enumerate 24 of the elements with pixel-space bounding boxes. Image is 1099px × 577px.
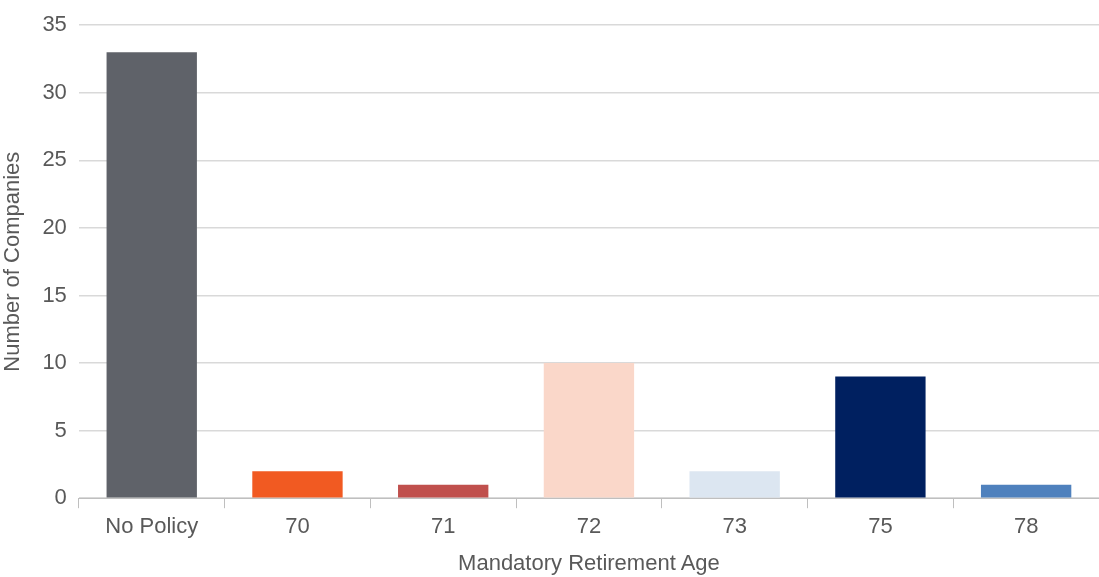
y-axis-title: Number of Companies (0, 151, 25, 372)
y-tick-label: 30 (42, 78, 67, 104)
y-tick-label: 25 (42, 146, 67, 172)
y-tick-label: 20 (42, 213, 67, 239)
y-tick-label: 35 (42, 11, 67, 37)
x-axis-title: Mandatory Retirement Age (458, 549, 720, 575)
bar (689, 471, 780, 498)
y-tick-label: 15 (42, 281, 67, 307)
bar (252, 471, 343, 498)
x-tick-label: 73 (722, 513, 747, 539)
x-tick-label: 78 (1013, 513, 1039, 539)
y-tick-label: 0 (54, 484, 67, 510)
x-tick-label: 71 (430, 513, 456, 539)
y-tick-label: 5 (54, 416, 67, 442)
bar (835, 376, 926, 498)
x-tick-label: 75 (868, 513, 893, 539)
y-tick-label: 10 (42, 349, 67, 375)
x-tick-label: 70 (285, 513, 310, 539)
bar (543, 363, 635, 498)
x-tick-label: No Policy (105, 513, 199, 539)
x-tick-label: 72 (576, 513, 602, 539)
bar (106, 52, 197, 498)
bar (980, 484, 1072, 498)
bar (398, 484, 489, 498)
